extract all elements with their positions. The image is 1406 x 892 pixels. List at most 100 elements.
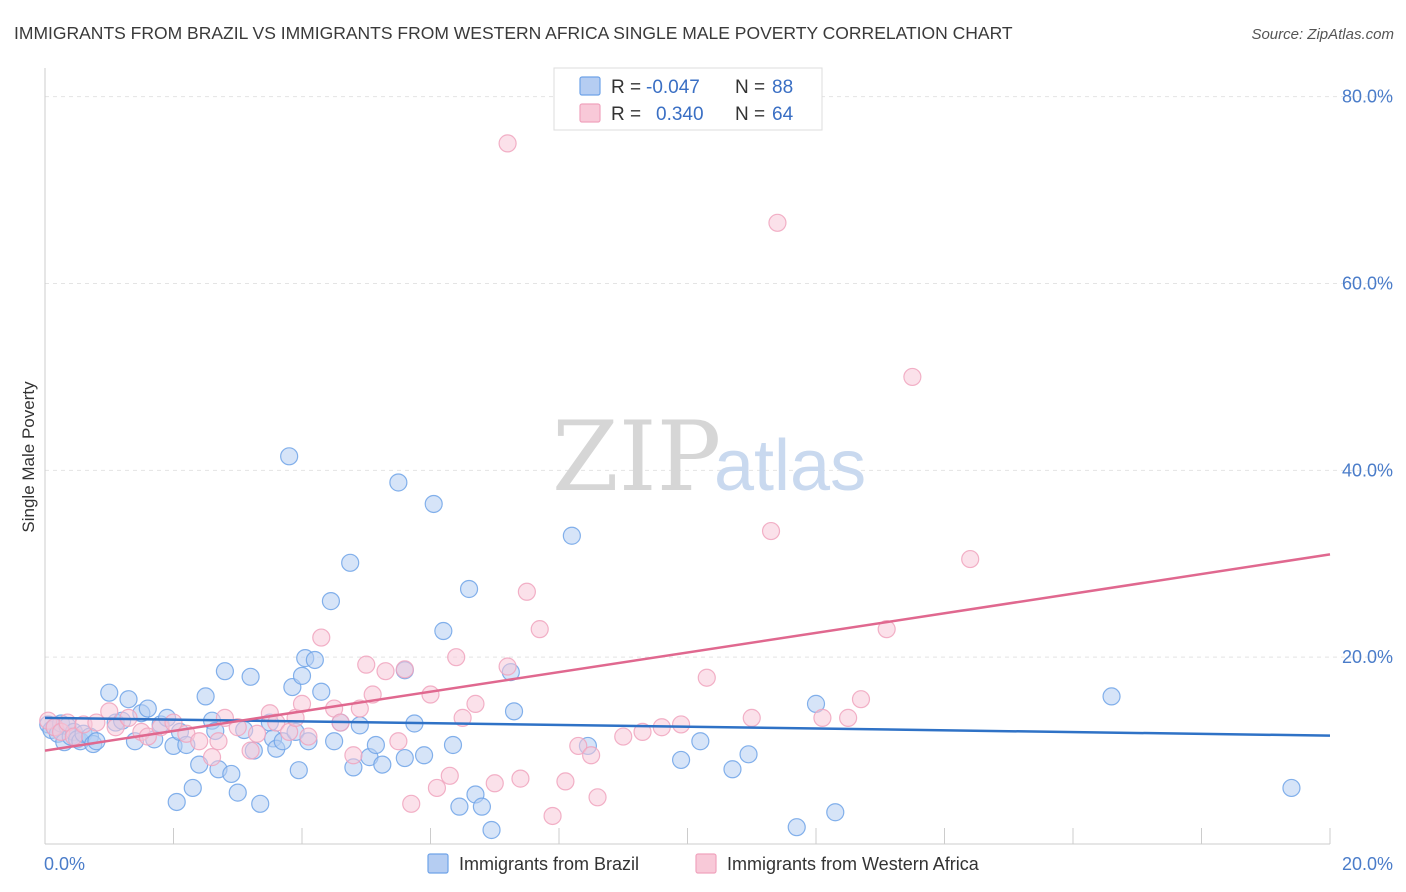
point-s0-53 <box>305 650 324 670</box>
point-s0-71 <box>443 735 463 755</box>
point-s1-56 <box>633 722 652 742</box>
legend-n-value-western-africa: 64 <box>772 104 794 125</box>
point-s1-68 <box>768 213 787 232</box>
x-tick-label-1: 20.0% <box>1342 854 1393 874</box>
point-s1-60 <box>742 708 761 727</box>
point-s0-70 <box>434 621 453 641</box>
point-s0-41 <box>251 794 270 813</box>
trend-lines <box>44 553 1331 752</box>
legend-n-value-brazil: 88 <box>772 77 793 98</box>
y-tick-label-2: 60.0% <box>1342 274 1393 294</box>
point-s1-50 <box>543 806 562 826</box>
series-legend: Immigrants from Brazil Immigrants from W… <box>427 853 980 874</box>
point-s0-60 <box>350 716 369 735</box>
legend-r-label-western-africa: R = <box>611 104 641 125</box>
trend-line-0 <box>44 716 1331 737</box>
point-s1-58 <box>671 715 691 734</box>
x-tick-label-0: 0.0% <box>44 854 85 874</box>
point-s0-58 <box>341 553 360 572</box>
y-tick-label-0: 20.0% <box>1342 647 1393 667</box>
point-s1-62 <box>813 708 832 727</box>
point-s0-88 <box>1102 687 1121 706</box>
point-s1-15 <box>190 732 209 751</box>
point-s0-78 <box>504 702 524 721</box>
point-s1-55 <box>614 727 633 746</box>
point-s1-20 <box>241 741 260 760</box>
bottom-legend-label-western-africa: Immigrants from Western Africa <box>727 854 980 874</box>
point-s1-54 <box>588 788 607 807</box>
point-s0-89 <box>1282 778 1301 798</box>
point-s1-59 <box>697 668 716 687</box>
point-s0-29 <box>183 778 202 798</box>
point-s1-53 <box>582 746 601 765</box>
point-s0-54 <box>312 682 331 701</box>
chart-source: Source: ZipAtlas.com <box>1251 26 1394 43</box>
point-s0-68 <box>414 746 434 765</box>
point-s1-66 <box>961 549 980 569</box>
point-s0-50 <box>292 666 312 685</box>
point-s1-17 <box>209 732 228 751</box>
stats-legend: R = -0.047 N = 88 R = 0.340 N = 64 <box>553 67 823 131</box>
point-s0-81 <box>671 750 691 770</box>
point-s0-55 <box>321 592 341 611</box>
x-tick-labels: 0.0% 20.0% <box>44 854 1393 874</box>
point-s1-67 <box>498 134 517 153</box>
point-s1-64 <box>877 620 896 639</box>
point-s1-65 <box>903 367 922 387</box>
point-s1-21 <box>247 724 267 743</box>
point-s0-15 <box>100 683 119 702</box>
legend-r-value-brazil: -0.047 <box>646 77 700 98</box>
point-s0-31 <box>196 687 215 706</box>
point-s0-21 <box>138 699 157 718</box>
legend-swatch-brazil <box>579 76 601 96</box>
point-s0-36 <box>222 764 241 784</box>
trend-line-1 <box>44 553 1331 752</box>
point-s1-41 <box>440 766 459 785</box>
watermark: ZIP atlas <box>552 401 866 513</box>
point-s1-31 <box>344 746 363 765</box>
legend-swatch-western-africa <box>579 103 601 123</box>
legend-n-label-western-africa: N = <box>735 104 765 125</box>
chart-title: IMMIGRANTS FROM BRAZIL VS IMMIGRANTS FRO… <box>14 23 1013 43</box>
point-s1-42 <box>447 648 466 667</box>
point-s1-37 <box>395 660 414 679</box>
data-points <box>39 134 1301 840</box>
point-s0-75 <box>472 797 491 816</box>
point-s0-35 <box>215 662 234 681</box>
point-s1-40 <box>427 778 447 798</box>
bottom-legend-swatch-brazil <box>427 853 449 874</box>
point-s0-62 <box>366 735 385 755</box>
y-axis-label: Single Male Poverty <box>19 381 38 533</box>
y-tick-labels: 20.0% 40.0% 60.0% 80.0% <box>1342 87 1393 667</box>
point-s0-83 <box>723 760 742 779</box>
point-s1-28 <box>312 628 331 647</box>
point-s0-69 <box>424 494 443 514</box>
point-s1-47 <box>511 769 530 788</box>
point-s1-44 <box>466 694 485 713</box>
grid-lines <box>45 96 1392 658</box>
point-s1-33 <box>357 655 376 674</box>
point-s0-56 <box>325 732 344 751</box>
point-s1-61 <box>761 521 781 541</box>
point-s0-64 <box>389 473 408 492</box>
point-s1-49 <box>530 620 549 639</box>
point-s0-82 <box>691 732 710 751</box>
bottom-legend-label-brazil: Immigrants from Brazil <box>459 854 639 874</box>
bottom-legend-swatch-western-africa <box>695 853 717 874</box>
point-s0-79 <box>562 526 581 545</box>
point-s1-43 <box>453 708 472 727</box>
point-s0-18 <box>119 690 138 709</box>
point-s0-49 <box>289 761 308 780</box>
y-tick-label-1: 40.0% <box>1342 460 1393 480</box>
point-s0-37 <box>228 783 247 802</box>
point-s1-69 <box>839 708 858 727</box>
point-s1-16 <box>202 748 222 767</box>
point-s1-63 <box>851 690 871 709</box>
point-s1-51 <box>556 772 575 791</box>
watermark-atlas: atlas <box>714 426 866 506</box>
watermark-zip: ZIP <box>552 401 721 513</box>
point-s1-27 <box>299 727 318 746</box>
legend-r-label-brazil: R = <box>611 77 641 98</box>
point-s1-38 <box>402 794 421 813</box>
point-s1-35 <box>376 662 395 681</box>
